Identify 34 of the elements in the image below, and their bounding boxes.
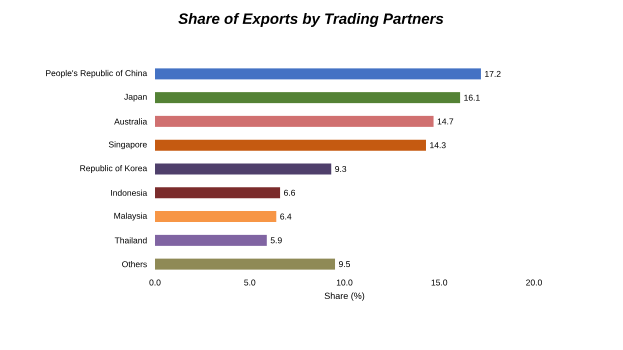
x-tick-label: 5.0 (244, 280, 256, 286)
bar (155, 258, 336, 270)
x-tick-label: 0.0 (149, 280, 161, 286)
y-tick-label: People's Republic of China (46, 70, 148, 78)
y-tick-label: Singapore (108, 141, 147, 150)
bar (155, 116, 434, 127)
data-label: 17.2 (485, 70, 501, 77)
y-tick-label: Malaysia (114, 212, 148, 220)
bar (155, 187, 280, 198)
data-label: 6.6 (284, 190, 296, 196)
x-tick-label: 10.0 (336, 280, 352, 286)
bar (155, 234, 267, 246)
bar (155, 163, 332, 174)
data-label: 14.7 (438, 118, 454, 124)
bar (155, 92, 460, 104)
data-label: 6.4 (280, 214, 292, 220)
bar (155, 140, 426, 151)
y-tick-label: Republic of Korea (80, 165, 148, 173)
data-label: 9.5 (338, 261, 350, 268)
data-label: 9.3 (335, 166, 346, 172)
y-tick-label: Australia (114, 118, 148, 125)
y-tick-label: Indonesia (111, 190, 148, 196)
bar (155, 211, 276, 222)
x-tick-label: 15.0 (432, 280, 448, 286)
y-tick-label: Japan (124, 94, 147, 102)
chart-title: Share of Exports by Trading Partners (178, 13, 444, 27)
y-tick-label: Others (122, 260, 147, 268)
data-label: 16.1 (464, 94, 480, 101)
x-tick-label: 20.0 (526, 280, 542, 286)
y-tick-label: Thailand (114, 237, 147, 244)
data-label: 14.3 (430, 142, 446, 148)
x-axis-title: Share (%) (324, 292, 364, 301)
data-label: 5.9 (270, 237, 282, 244)
bar (155, 68, 481, 80)
